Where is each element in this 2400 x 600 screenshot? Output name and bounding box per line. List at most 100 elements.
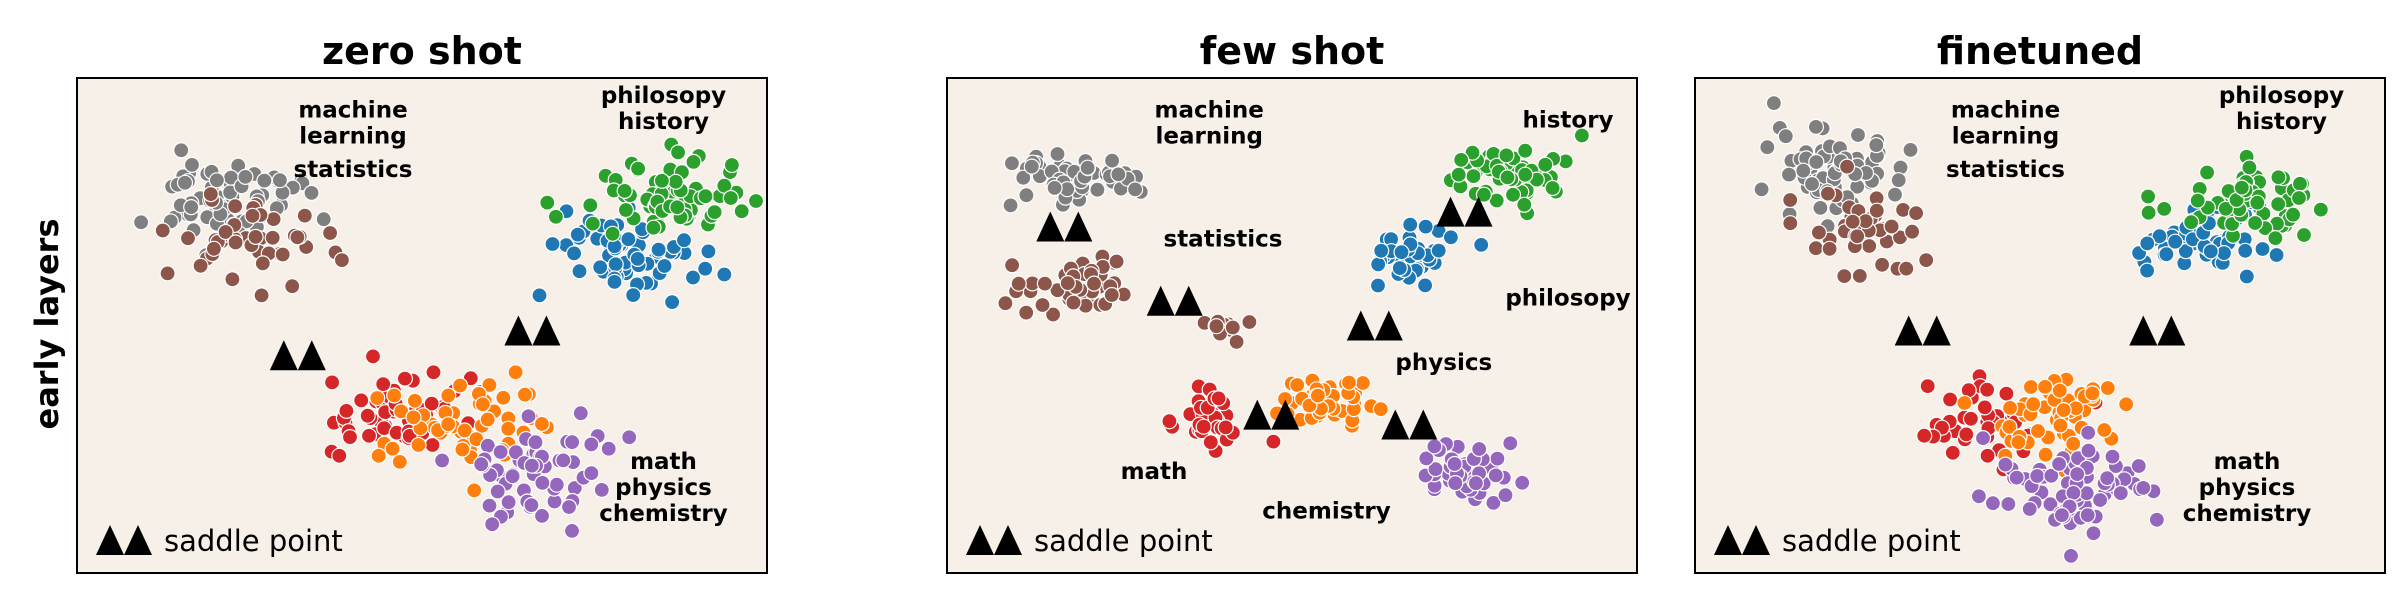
scatter-point <box>2022 378 2040 396</box>
scatter-point <box>675 232 693 249</box>
saddle-point-marker <box>1436 196 1493 227</box>
cluster-label: philosopy history <box>601 83 726 135</box>
scatter-point <box>1210 390 1227 407</box>
cluster-label: philosopy <box>1505 286 1630 312</box>
scatter-point <box>495 389 512 406</box>
scatter-point <box>1228 333 1245 350</box>
scatter-point <box>2291 175 2309 192</box>
scatter-point <box>440 387 457 404</box>
scatter-point <box>617 201 635 219</box>
scatter-point <box>656 257 673 275</box>
scatter-point <box>1202 434 1219 451</box>
scatter-point <box>1873 256 1891 273</box>
scatter-point <box>217 223 234 241</box>
scatter-point <box>452 377 469 394</box>
scatter-point <box>434 452 451 469</box>
scatter-point <box>507 364 524 381</box>
scatter-point <box>2080 442 2097 459</box>
scatter-point <box>1079 159 1096 176</box>
scatter-point <box>569 226 586 243</box>
scatter-point <box>1898 260 1915 277</box>
scatter-point <box>523 457 541 474</box>
scatter-point <box>489 483 506 500</box>
scatter-point <box>1777 128 1794 145</box>
scatter-point <box>607 256 624 273</box>
scatter-point <box>1962 410 1980 427</box>
scatter-point <box>1808 153 1825 171</box>
series-chemistry <box>1417 435 1531 511</box>
scatter-point <box>1753 181 1770 198</box>
scatter-point <box>1427 461 1444 478</box>
cluster-label: machine learning <box>298 98 407 150</box>
cluster-label: machine learning <box>1951 98 2060 150</box>
panel-title: finetuned <box>1937 29 2143 73</box>
scatter-point <box>1998 385 2015 402</box>
scatter-point <box>645 219 662 236</box>
scatter-point <box>247 228 264 245</box>
scatter-point <box>1309 387 1327 404</box>
scatter-point <box>1803 175 1821 193</box>
scatter-point <box>1849 126 1867 144</box>
scatter-point <box>1417 218 1434 235</box>
scatter-point <box>684 269 702 286</box>
series-history <box>539 136 765 242</box>
cluster-label: math physics chemistry <box>2183 449 2311 527</box>
scatter-point <box>563 434 581 451</box>
scatter-point <box>563 522 581 540</box>
series-physics <box>369 364 556 499</box>
scatter-point <box>2238 268 2255 285</box>
scatter-point <box>2202 243 2219 260</box>
scatter-point <box>341 429 359 446</box>
scatter-point <box>1979 447 1996 464</box>
scatter-point <box>1868 202 1885 219</box>
scatter-point <box>202 186 219 203</box>
scatter-point <box>1849 228 1866 245</box>
scatter-point <box>1903 223 1921 240</box>
scatter-point <box>154 222 171 239</box>
scatter-point <box>338 402 355 419</box>
cluster-label: chemistry <box>1262 499 1390 525</box>
scatter-point <box>315 211 332 228</box>
scatter-point <box>2247 214 2264 232</box>
scatter-point <box>1023 158 1040 175</box>
scatter-point <box>544 235 561 253</box>
scatter-point <box>176 174 194 191</box>
series-statistics <box>997 248 1132 323</box>
series-history <box>2140 148 2329 247</box>
scatter-point <box>2001 418 2018 435</box>
scatter-point <box>2167 233 2184 250</box>
scatter-point <box>533 415 551 432</box>
scatter-point <box>1003 257 1021 274</box>
scatter-point <box>1807 240 1825 257</box>
scatter-point <box>2118 396 2135 413</box>
series-math <box>323 348 489 464</box>
scatter-point <box>1208 318 1225 335</box>
scatter-point <box>2008 469 2025 486</box>
scatter-point <box>2080 424 2097 441</box>
scatter-point <box>1010 275 1027 292</box>
scatter-point <box>2042 496 2059 513</box>
scatter-point <box>1426 438 1443 455</box>
scatter-point <box>227 234 244 251</box>
scatter-point <box>2096 421 2113 439</box>
scatter-point <box>2285 206 2302 223</box>
scatter-point <box>2140 188 2157 205</box>
scatter-point <box>1103 152 1121 169</box>
series-chemistry <box>1970 424 2165 565</box>
scatter-point <box>600 440 617 457</box>
scatter-point <box>2051 455 2068 473</box>
cluster-label: math physics chemistry <box>599 449 727 527</box>
scatter-point <box>2112 485 2129 502</box>
scatter-point <box>1241 313 1258 331</box>
scatter-point <box>1978 381 1996 398</box>
scatter-point <box>2249 194 2266 211</box>
scatter-points <box>997 127 1591 511</box>
scatter-point <box>1838 158 1856 175</box>
scatter-point <box>723 156 741 174</box>
scatter-point <box>1489 450 1506 467</box>
scatter-point <box>1340 374 1358 391</box>
scatter-point <box>2267 230 2284 247</box>
scatter-point <box>1976 399 1993 416</box>
scatter-point <box>1868 137 1885 154</box>
scatter-point <box>593 481 610 498</box>
